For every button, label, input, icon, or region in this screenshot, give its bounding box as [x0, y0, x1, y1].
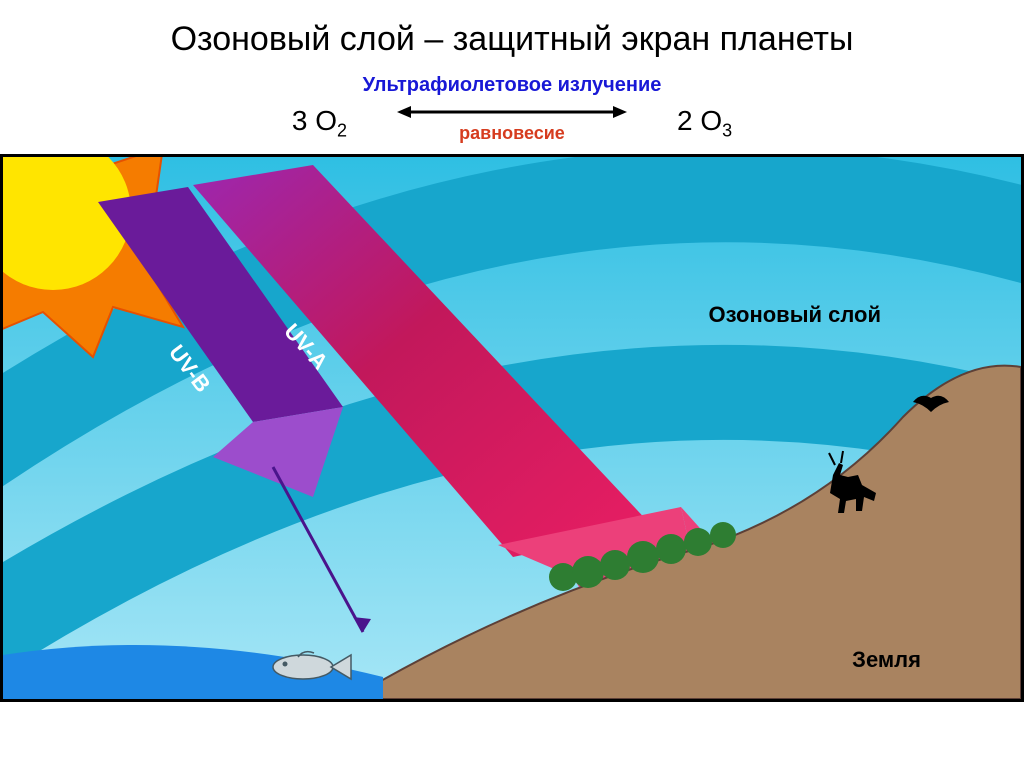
equilibrium-label: равновесие — [459, 123, 565, 144]
uv-heading: Ультрафиолетовое излучение — [0, 74, 1024, 97]
ozone-layer-label: Озоновый слой — [709, 302, 882, 328]
right-sub: 3 — [722, 121, 732, 141]
equilibrium-arrow-block: равновесие — [397, 103, 627, 144]
left-mol: O — [315, 105, 337, 136]
equation-left: 3 O2 — [292, 105, 347, 142]
right-mol: O — [700, 105, 722, 136]
page-title: Озоновый слой – защитный экран планеты — [0, 0, 1024, 74]
left-coeff: 3 — [292, 105, 308, 136]
ozone-diagram: UV-B UV-A — [0, 154, 1024, 702]
left-sub: 2 — [337, 121, 347, 141]
earth-label: Земля — [852, 647, 921, 673]
equation-right: 2 O3 — [677, 105, 732, 142]
right-coeff: 2 — [677, 105, 693, 136]
double-arrow-icon — [397, 103, 627, 121]
equation-row: 3 O2 равновесие 2 O3 — [0, 103, 1024, 144]
